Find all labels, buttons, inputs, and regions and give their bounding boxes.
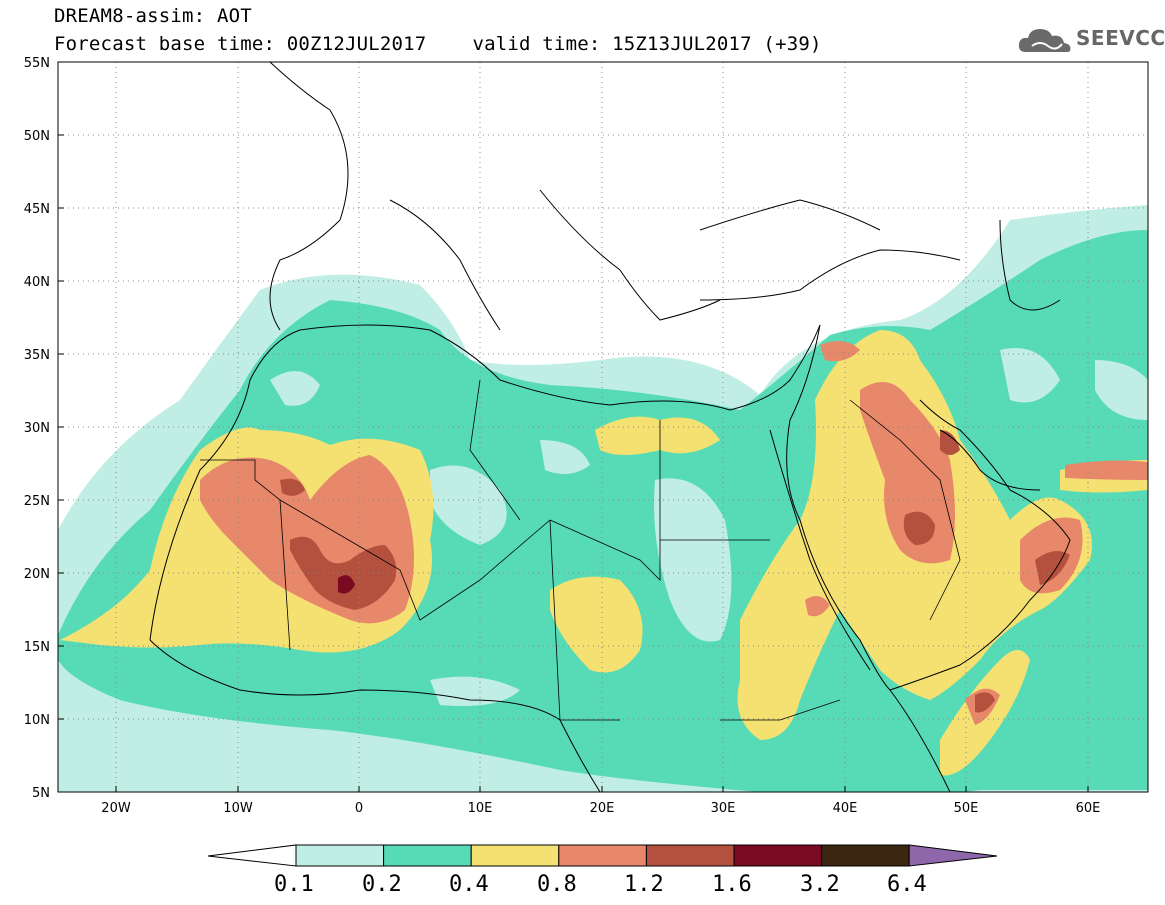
colorbar-low-arrow — [207, 844, 297, 867]
colorbar-swatch — [383, 844, 472, 867]
colorbar-label: 1.6 — [712, 872, 752, 897]
lon-label: 60E — [1076, 801, 1101, 816]
lon-label: 50E — [954, 801, 979, 816]
lat-label: 40N — [24, 275, 50, 290]
colorbar-label: 6.4 — [887, 872, 927, 897]
colorbar-label: 0.4 — [449, 872, 489, 897]
colorbar-swatch — [295, 844, 385, 867]
lon-labels: 20W 10W 0 10E 20E 30E 40E 50E 60E — [101, 801, 1100, 816]
colorbar-label: 1.2 — [624, 872, 664, 897]
lon-label: 40E — [833, 801, 858, 816]
colorbar-label: 0.2 — [362, 872, 402, 897]
lon-label: 0 — [355, 801, 363, 816]
lat-label: 5N — [32, 786, 50, 801]
colorbar-swatch — [470, 844, 560, 867]
valid-time: valid time: 15Z13JUL2017 (+39) — [472, 33, 822, 55]
lat-label: 10N — [24, 713, 50, 728]
colorbar-label: 0.8 — [537, 872, 577, 897]
logo-text: SEEVCCC — [1076, 26, 1165, 50]
lon-label: 30E — [711, 801, 736, 816]
lat-label: 15N — [24, 640, 50, 655]
colorbar-swatch — [733, 844, 823, 867]
map-title: DREAM8-assim: AOT — [54, 5, 252, 27]
lon-label: 20W — [101, 801, 131, 816]
base-time: Forecast base time: 00Z12JUL2017 — [54, 33, 427, 55]
colorbar-swatch — [821, 844, 910, 867]
lat-label: 50N — [24, 129, 50, 144]
seevccc-logo: SEEVCCC — [1018, 24, 1165, 56]
colorbar-high-arrow — [908, 844, 998, 867]
graticule — [58, 62, 1148, 792]
axis-ticks — [58, 134, 1089, 792]
colorbar-label: 0.1 — [274, 872, 314, 897]
colorbar-label: 3.2 — [800, 872, 840, 897]
colorbar — [207, 844, 998, 867]
lat-label: 25N — [24, 494, 50, 509]
lon-label: 20E — [590, 801, 615, 816]
map-subtitle: Forecast base time: 00Z12JUL2017 valid ti… — [54, 33, 822, 55]
lon-label: 10W — [223, 801, 253, 816]
borders — [200, 379, 961, 721]
colorbar-swatch — [558, 844, 647, 867]
lat-label: 55N — [24, 56, 50, 71]
colorbar-swatch — [645, 844, 735, 867]
coastlines — [149, 62, 1071, 792]
lat-labels: 55N 50N 45N 40N 35N 30N 25N 20N 15N 10N … — [24, 56, 50, 801]
cloud-icon — [1018, 29, 1071, 52]
lat-label: 35N — [24, 348, 50, 363]
lat-label: 30N — [24, 421, 50, 436]
lat-label: 20N — [24, 567, 50, 582]
aot-field — [58, 205, 1148, 792]
lat-label: 45N — [24, 202, 50, 217]
lon-label: 10E — [468, 801, 493, 816]
